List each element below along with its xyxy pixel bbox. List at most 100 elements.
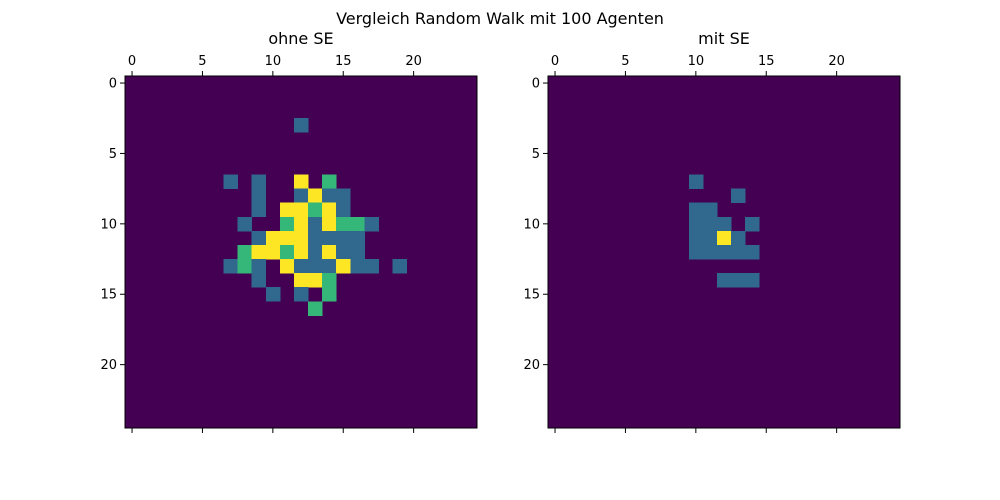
- y-tick-label: 5: [109, 147, 117, 162]
- heatmap-cell: [336, 188, 351, 204]
- heatmap-cell: [308, 259, 323, 274]
- heatmap-cells: [548, 76, 900, 428]
- heatmap-cell: [688, 174, 704, 190]
- heatmap-cell: [688, 244, 704, 260]
- heatmap-cell: [745, 273, 760, 288]
- y-tick-label: 15: [523, 288, 540, 303]
- heatmap-cell: [322, 202, 337, 218]
- heatmap-cell: [293, 202, 309, 218]
- heatmap-cell: [392, 259, 407, 274]
- y-tick-label: 20: [100, 358, 117, 373]
- heatmap-cell: [716, 230, 732, 246]
- heatmap-cell: [308, 188, 323, 204]
- heatmap-cell: [716, 273, 732, 288]
- x-tick-label: 20: [828, 54, 845, 69]
- heatmap-cell: [688, 202, 704, 218]
- heatmap-cell: [293, 118, 309, 133]
- x-tick-label: 15: [335, 54, 352, 69]
- x-tick-label: 20: [405, 54, 422, 69]
- x-tick-label: 5: [621, 54, 629, 69]
- heatmap-cell: [293, 230, 309, 246]
- heatmap-cell: [322, 273, 337, 288]
- heatmap-cell: [364, 259, 379, 274]
- heatmap-cell: [293, 244, 309, 260]
- heatmap-cell: [336, 244, 351, 260]
- heatmap-cell: [251, 188, 267, 204]
- heatmap-cell: [322, 287, 337, 302]
- heatmap-cell: [279, 230, 295, 246]
- heatmap-cell: [702, 230, 718, 246]
- heatmap-cell: [223, 259, 239, 274]
- heatmap-cells: [125, 76, 477, 428]
- heatmap-cell: [237, 216, 253, 232]
- heatmap-cell: [265, 244, 281, 260]
- heatmap-cell: [279, 259, 295, 274]
- heatmap-cell: [322, 230, 337, 246]
- axes-frame: [124, 75, 478, 429]
- heatmap-cell: [251, 273, 267, 288]
- heatmap-cell: [265, 287, 281, 302]
- y-tick-label: 5: [532, 147, 540, 162]
- heatmap-cell: [350, 259, 365, 274]
- heatmap-cell: [745, 244, 760, 260]
- y-tick-label: 15: [100, 288, 117, 303]
- heatmap-cell: [702, 216, 718, 232]
- heatmap-cell: [336, 216, 351, 232]
- heatmap-cell: [731, 230, 746, 246]
- x-tick-label: 10: [688, 54, 705, 69]
- heatmap-cell: [279, 216, 295, 232]
- x-tick-label: 0: [551, 54, 559, 69]
- heatmap-cell: [702, 202, 718, 218]
- heatmap-cell: [731, 188, 746, 204]
- heatmap-cell: [350, 216, 365, 232]
- heatmap-cell: [237, 244, 253, 260]
- figure-suptitle: Vergleich Random Walk mit 100 Agenten: [336, 9, 664, 28]
- axis-ticks: 0 5 10 15 20 0 5 10 15 20: [100, 54, 422, 433]
- heatmap-cell: [237, 259, 253, 274]
- heatmap-cell: [322, 174, 337, 190]
- heatmap-cell: [322, 188, 337, 204]
- heatmap-cell: [364, 216, 379, 232]
- heatmap-cell: [279, 244, 295, 260]
- heatmap-cell: [731, 273, 746, 288]
- heatmap-cell: [251, 259, 267, 274]
- axes-border: [547, 75, 901, 429]
- heatmap-cell: [223, 174, 239, 190]
- heatmap-cell: [251, 230, 267, 246]
- heatmap-cell: [308, 216, 323, 232]
- heatmap-cell: [293, 287, 309, 302]
- heatmap-cell: [322, 244, 337, 260]
- axes-border: [124, 75, 478, 429]
- heatmap-cell: [251, 244, 267, 260]
- axes-frame: [547, 75, 901, 429]
- y-tick-label: 0: [532, 77, 540, 92]
- heatmap-panel-ohne-se: ohne SE 0 5 10 15 20 0 5 10 15 20: [100, 29, 478, 433]
- heatmap-cell: [251, 202, 267, 218]
- x-tick-label: 5: [198, 54, 206, 69]
- heatmap-cell: [265, 230, 281, 246]
- heatmap-cell: [293, 174, 309, 190]
- heatmap-cell: [293, 259, 309, 274]
- heatmap-cell: [336, 259, 351, 274]
- heatmap-cell: [322, 216, 337, 232]
- y-tick-label: 10: [523, 217, 540, 232]
- heatmap-cell: [279, 202, 295, 218]
- heatmap-cell: [731, 244, 746, 260]
- x-tick-label: 15: [758, 54, 775, 69]
- heatmap-cell: [688, 216, 704, 232]
- heatmap-cell: [293, 273, 309, 288]
- axis-ticks: 0 5 10 15 20 0 5 10 15 20: [523, 54, 845, 433]
- heatmap-cell: [308, 202, 323, 218]
- heatmap-cell: [293, 216, 309, 232]
- heatmap-cell: [336, 202, 351, 218]
- panel-title: mit SE: [698, 29, 750, 48]
- heatmap-cell: [308, 244, 323, 260]
- x-tick-label: 10: [265, 54, 282, 69]
- y-tick-label: 0: [109, 77, 117, 92]
- heatmap-cell: [308, 230, 323, 246]
- heatmap-cell: [745, 216, 760, 232]
- heatmap-cell: [702, 244, 718, 260]
- heatmap-cell: [322, 259, 337, 274]
- heatmap-cell: [308, 301, 323, 316]
- heatmap-panel-mit-se: mit SE 0 5 10 15 20 0 5 10 15 20: [523, 29, 901, 433]
